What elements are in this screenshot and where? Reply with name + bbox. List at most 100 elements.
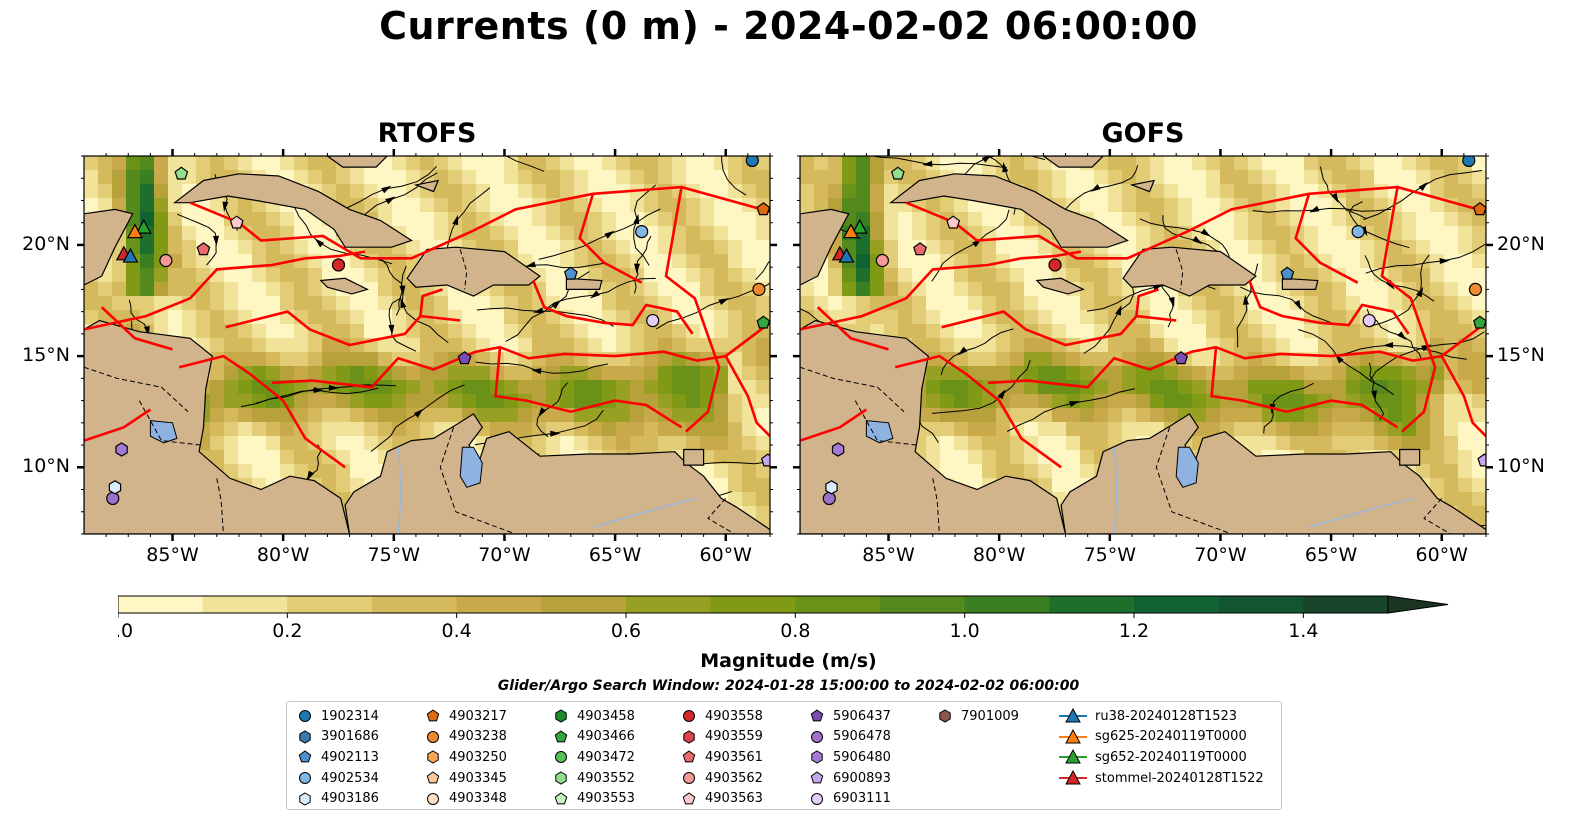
float-4903466 <box>756 315 770 329</box>
float-4903562 <box>159 253 173 268</box>
float-4902113 <box>1280 266 1295 280</box>
legend-item: 5906437 <box>809 706 891 727</box>
legend-item: 4903458 <box>553 706 635 727</box>
land <box>84 156 770 534</box>
lake-nicaragua <box>149 420 178 444</box>
float-legend-icon <box>810 771 824 784</box>
rtofs-map <box>77 149 777 541</box>
lon-tick-label: 70°W <box>478 544 531 566</box>
boundary-line <box>1135 288 1159 317</box>
boundary-lines <box>84 185 770 469</box>
float-4903217 <box>1472 202 1486 216</box>
colorbar-bin <box>1134 596 1220 613</box>
colorbar-bin <box>287 596 373 613</box>
country-borders <box>800 249 1451 534</box>
border-line <box>439 427 516 534</box>
float-legend-icon <box>299 792 311 806</box>
legend-item-label: 4903553 <box>577 791 635 807</box>
float-legend-icon <box>299 710 311 723</box>
legend-item: ru38-20240128T1523 <box>1059 706 1264 727</box>
land <box>800 156 1486 534</box>
glider-legend-icon <box>1059 749 1087 764</box>
lon-tick-label: 65°W <box>1304 544 1358 566</box>
boundary-line <box>988 321 1486 389</box>
legend-item-label: 3901686 <box>321 729 379 745</box>
map-content <box>800 156 1486 534</box>
legend-column: 7901009 <box>937 706 1019 727</box>
float-6903111 <box>1362 313 1376 328</box>
map-frame <box>77 149 777 541</box>
float-legend-icon <box>682 792 696 805</box>
land-trinidad <box>683 448 705 466</box>
map-content <box>84 156 770 534</box>
land-bahamas2 <box>413 179 440 193</box>
lon-tick-label: 75°W <box>1083 544 1137 566</box>
legend-item: 4903217 <box>425 706 507 727</box>
border-line <box>854 400 918 446</box>
legend-item-label: 4903563 <box>705 791 763 807</box>
legend-column: 1902314 3901686 4902113 4902534 4903186 <box>297 706 379 809</box>
float-4903238 <box>1468 282 1483 297</box>
colorbar-tick-label: 1.4 <box>1288 620 1318 642</box>
colorbar-label: Magnitude (m/s) <box>700 650 877 672</box>
lon-tick-label: 85°W <box>862 544 915 566</box>
land-hispaniola <box>1122 246 1257 297</box>
river <box>592 497 698 529</box>
lakes <box>149 420 483 488</box>
boundary-line <box>905 185 1486 260</box>
land-yucatan <box>84 208 134 286</box>
float-4903561 <box>913 242 927 256</box>
float-4902113 <box>563 266 578 280</box>
panel-title-gofs: GOFS <box>1101 118 1185 149</box>
boundary-line <box>724 355 770 438</box>
colorbar-bin <box>1218 596 1304 613</box>
boundary-line <box>1210 347 1399 429</box>
lat-tick-label: 10°N <box>22 455 70 478</box>
boundary-line <box>800 408 868 442</box>
legend-item: 4903561 <box>681 747 763 768</box>
float-4903562 <box>875 253 889 268</box>
colorbar-bin <box>118 596 204 613</box>
legend-item-label: stommel-20240128T1522 <box>1095 770 1264 786</box>
land-bahamas1 <box>326 156 389 168</box>
land-puertoRico <box>565 277 603 290</box>
search-window-label: Glider/Argo Search Window: 2024-01-28 15… <box>497 678 1080 694</box>
float-legend-icon <box>811 750 823 765</box>
float-legend-icon <box>683 730 695 744</box>
legend-item-label: 4903552 <box>577 770 635 786</box>
rtofs-map-panel <box>77 149 777 541</box>
float-4903217 <box>756 202 770 216</box>
legend-item: 4902534 <box>297 768 379 789</box>
float-legend-icon <box>426 709 440 722</box>
lat-tick-label: 15°N <box>1497 344 1545 367</box>
glider-sg652 <box>135 218 152 234</box>
colorbar-bin <box>626 596 712 613</box>
boundary-line <box>84 408 152 442</box>
boundary-line <box>1440 355 1486 438</box>
float-4903561 <box>196 242 211 256</box>
lon-tick-label: 65°W <box>588 544 642 566</box>
legend-item: 4903559 <box>681 727 763 748</box>
legend-item: 4903472 <box>553 747 635 768</box>
legend-item: 4903250 <box>425 747 507 768</box>
boundary-line <box>894 354 1062 469</box>
colorbar-bin <box>795 596 881 613</box>
colorbar-tick-label: 0.0 <box>118 620 133 642</box>
legend-item-label: 1902314 <box>321 708 379 724</box>
float-4903186 <box>108 480 122 495</box>
float-legend-icon <box>810 709 824 722</box>
river <box>397 447 402 534</box>
colorbar-bin <box>541 596 627 613</box>
legend-item: 4903348 <box>425 788 507 809</box>
float-legend-icon <box>939 709 951 723</box>
boundary-line <box>189 185 770 260</box>
float-legend-icon <box>811 792 823 805</box>
land-centralAmerica <box>800 319 1067 534</box>
gofs-map-panel <box>793 149 1493 541</box>
glider-legend-icon <box>1059 728 1087 744</box>
legend-item: 4903563 <box>681 788 763 809</box>
colorbar-bin <box>880 596 966 613</box>
legend-item-label: 4903558 <box>705 708 763 724</box>
figure-title: Currents (0 m) - 2024-02-02 06:00:00 <box>379 4 1198 48</box>
float-legend-icon <box>682 750 696 763</box>
